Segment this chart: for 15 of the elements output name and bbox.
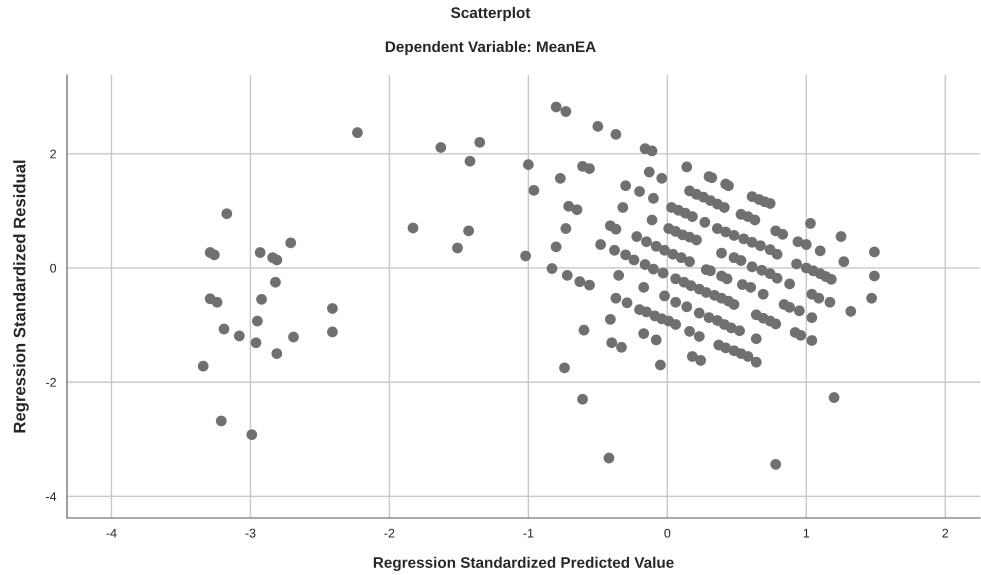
y-axis-title: Regression Standardized Residual: [13, 160, 29, 432]
chart-subtitle: Dependent Variable: MeanEA: [386, 40, 596, 56]
x-tick-label: 0: [664, 528, 670, 538]
y-tick-label: -4: [46, 492, 56, 501]
x-tick-label: -3: [245, 528, 256, 538]
x-tick-label: -4: [106, 528, 117, 538]
x-tick-label: -1: [523, 528, 534, 538]
x-axis-title: Regression Standardized Predicted Value: [374, 556, 674, 572]
y-tick-label: -2: [46, 378, 56, 387]
x-tick-label: -2: [384, 528, 394, 538]
chart-title: Scatterplot: [451, 6, 530, 22]
y-tick-label: 2: [50, 150, 56, 158]
y-tick-label: 0: [50, 264, 56, 273]
x-tick-label: 1: [804, 528, 810, 538]
x-tick-label: 2: [942, 528, 948, 538]
